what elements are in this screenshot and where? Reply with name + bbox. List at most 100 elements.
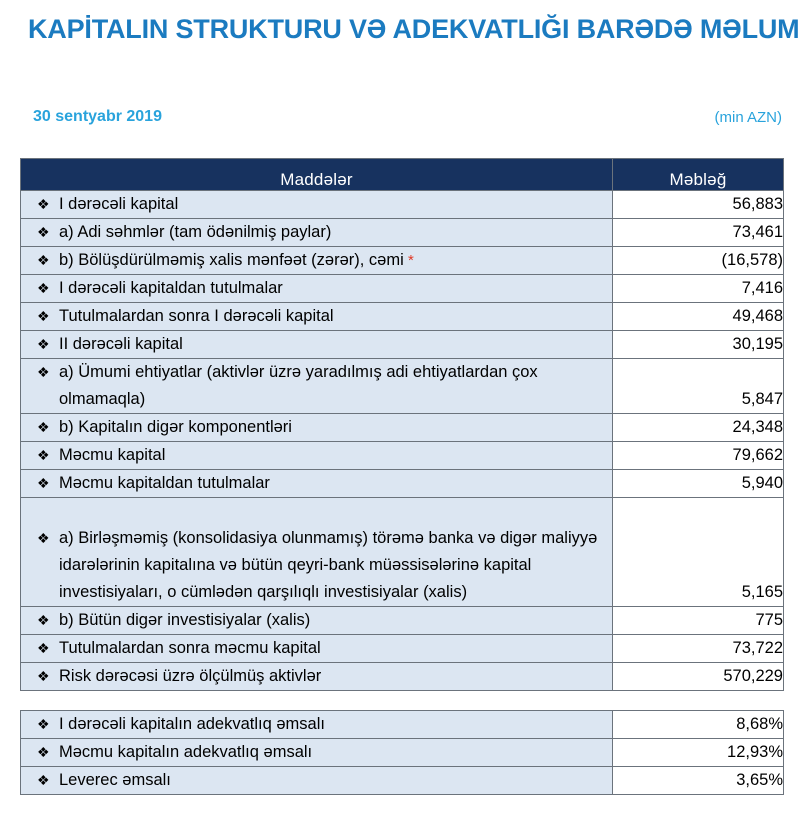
item-cell: ❖ Tutulmalardan sonra I dərəcəli kapital [20,302,613,331]
value-cell: 570,229 [612,662,784,691]
item-label: b) Bütün digər investisiyalar (xalis) [59,611,311,629]
item-cell: ❖ a) Birləşməmiş (konsolidasiya olunmamış… [20,497,613,607]
item-cell: ❖ Leverec əmsalı [20,766,613,795]
value-cell: 8,68% [612,710,784,739]
item-label: b) Kapitalın digər komponentləri [59,418,292,436]
value-cell: 73,461 [612,218,784,247]
item-inner: ❖ Məcmu kapitalın adekvatlıq əmsalı [21,739,612,766]
item-label: Leverec əmsalı [59,771,171,789]
value-cell: 30,195 [612,330,784,359]
item-cell: ❖ I dərəcəli kapital [20,190,613,219]
item-cell: ❖ b) Kapitalın digər komponentləri [20,413,613,442]
diamond-bullet-icon: ❖ [37,364,50,380]
value-cell: (16,578) [612,246,784,275]
item-label: I dərəcəli kapitalın adekvatlıq əmsalı [59,715,325,733]
item-label: a) Birləşməmiş (konsolidasiya olunmamış)… [59,529,598,601]
item-inner: ❖ Tutulmalardan sonra məcmu kapital [21,635,612,662]
diamond-bullet-icon: ❖ [37,308,50,324]
item-cell: ❖ Məcmu kapitaldan tutulmalar [20,469,613,498]
item-cell: ❖ b) Bütün digər investisiyalar (xalis) [20,606,613,635]
diamond-bullet-icon: ❖ [37,668,50,684]
value-cell: 12,93% [612,738,784,767]
diamond-bullet-icon: ❖ [37,744,50,760]
value-cell: 73,722 [612,634,784,663]
value-cell: 5,165 [612,497,784,607]
value-cell: 5,847 [612,358,784,414]
column-header-items: Maddələr [20,158,613,191]
value-cell: 49,468 [612,302,784,331]
item-inner: ❖ Risk dərəcəsi üzrə ölçülmüş aktivlər [21,663,612,690]
item-cell: ❖ Tutulmalardan sonra məcmu kapital [20,634,613,663]
item-inner: ❖ b) Kapitalın digər komponentləri [21,414,612,441]
table-row: ❖ a) Birləşməmiş (konsolidasiya olunmamış… [20,497,784,607]
table-row: ❖ Risk dərəcəsi üzrə ölçülmüş aktivlər 570… [20,662,784,691]
item-label: Məcmu kapitalın adekvatlıq əmsalı [59,743,313,761]
diamond-bullet-icon: ❖ [37,224,50,240]
table-row: ❖ I dərəcəli kapital 56,883 [20,190,784,219]
item-cell: ❖ II dərəcəli kapital [20,330,613,359]
table-row: ❖ I dərəcəli kapitalın adekvatlıq əmsalı 8… [20,710,784,739]
table-row: ❖ Tutulmalardan sonra I dərəcəli kapital 4… [20,302,784,331]
value-cell: 79,662 [612,441,784,470]
diamond-bullet-icon: ❖ [37,530,50,546]
item-inner: ❖ a) Ümumi ehtiyatlar (aktivlər üzrə yara… [21,359,612,413]
item-inner: ❖ Məcmu kapitaldan tutulmalar [21,470,612,497]
diamond-bullet-icon: ❖ [37,716,50,732]
table-row: ❖ Leverec əmsalı 3,65% [20,766,784,795]
item-cell: ❖ b) Bölüşdürülməmiş xalis mənfəət (zərər… [20,246,613,275]
item-label: a) Adi səhmlər (tam ödənilmiş paylar) [59,223,332,241]
diamond-bullet-icon: ❖ [37,640,50,656]
item-label: Məcmu kapital [59,446,166,464]
item-cell: ❖ Məcmu kapitalın adekvatlıq əmsalı [20,738,613,767]
item-cell: ❖ Məcmu kapital [20,441,613,470]
item-label: Tutulmalardan sonra məcmu kapital [59,639,321,657]
item-label: Məcmu kapitaldan tutulmalar [59,474,270,492]
table-row: ❖ I dərəcəli kapitaldan tutulmalar 7,416 [20,274,784,303]
value-cell: 56,883 [612,190,784,219]
diamond-bullet-icon: ❖ [37,252,50,268]
title-bar: KAPİTALIN STRUKTURU VƏ ADEKVATLIĞI BARƏD… [0,0,800,64]
diamond-bullet-icon: ❖ [37,612,50,628]
value-cell: 5,940 [612,469,784,498]
item-label: Tutulmalardan sonra I dərəcəli kapital [59,307,334,325]
item-label: I dərəcəli kapital [59,195,179,213]
item-cell: ❖ Risk dərəcəsi üzrə ölçülmüş aktivlər [20,662,613,691]
diamond-bullet-icon: ❖ [37,280,50,296]
item-inner: ❖ I dərəcəli kapital [21,191,612,218]
value-cell: 24,348 [612,413,784,442]
table-row: ❖ b) Bölüşdürülməmiş xalis mənfəət (zərər… [20,246,784,275]
diamond-bullet-icon: ❖ [37,447,50,463]
diamond-bullet-icon: ❖ [37,196,50,212]
table-row: ❖ Məcmu kapital 79,662 [20,441,784,470]
table-row: ❖ a) Adi səhmlər (tam ödənilmiş paylar) 73… [20,218,784,247]
item-inner: ❖ II dərəcəli kapital [21,331,612,358]
item-label: Risk dərəcəsi üzrə ölçülmüş aktivlər [59,667,322,685]
table-row: ❖ Məcmu kapitaldan tutulmalar 5,940 [20,469,784,498]
item-label: b) Bölüşdürülməmiş xalis mənfəət (zərər)… [59,251,404,269]
item-cell: ❖ a) Adi səhmlər (tam ödənilmiş paylar) [20,218,613,247]
subheader: 30 sentyabr 2019 (min AZN) [0,108,800,138]
currency-unit-label: (min AZN) [714,109,783,126]
value-cell: 7,416 [612,274,784,303]
item-cell: ❖ a) Ümumi ehtiyatlar (aktivlər üzrə yara… [20,358,613,414]
value-cell: 775 [612,606,784,635]
item-label: II dərəcəli kapital [59,335,183,353]
item-inner: ❖ b) Bölüşdürülməmiş xalis mənfəət (zərər… [21,247,612,274]
item-label: a) Ümumi ehtiyatlar (aktivlər üzrə yarad… [59,363,538,408]
item-inner: ❖ b) Bütün digər investisiyalar (xalis) [21,607,612,634]
item-inner: ❖ a) Birləşməmiş (konsolidasiya olunmamış… [21,525,612,606]
item-inner: ❖ Tutulmalardan sonra I dərəcəli kapital [21,303,612,330]
adequacy-ratio-table: ❖ I dərəcəli kapitalın adekvatlıq əmsalı 8… [20,710,784,795]
footnote-asterisk: * [403,252,414,269]
table-row: ❖ a) Ümumi ehtiyatlar (aktivlər üzrə yara… [20,358,784,414]
item-inner: ❖ a) Adi səhmlər (tam ödənilmiş paylar) [21,219,612,246]
column-header-amount: Məbləğ [612,158,784,191]
item-inner: ❖ I dərəcəli kapitaldan tutulmalar [21,275,612,302]
item-inner: ❖ Leverec əmsalı [21,767,612,794]
diamond-bullet-icon: ❖ [37,475,50,491]
table-header-row: Maddələr Məbləğ [20,158,784,191]
item-inner: ❖ I dərəcəli kapitalın adekvatlıq əmsalı [21,711,612,738]
diamond-bullet-icon: ❖ [37,772,50,788]
page-title: KAPİTALIN STRUKTURU VƏ ADEKVATLIĞI BARƏD… [28,14,800,44]
value-cell: 3,65% [612,766,784,795]
